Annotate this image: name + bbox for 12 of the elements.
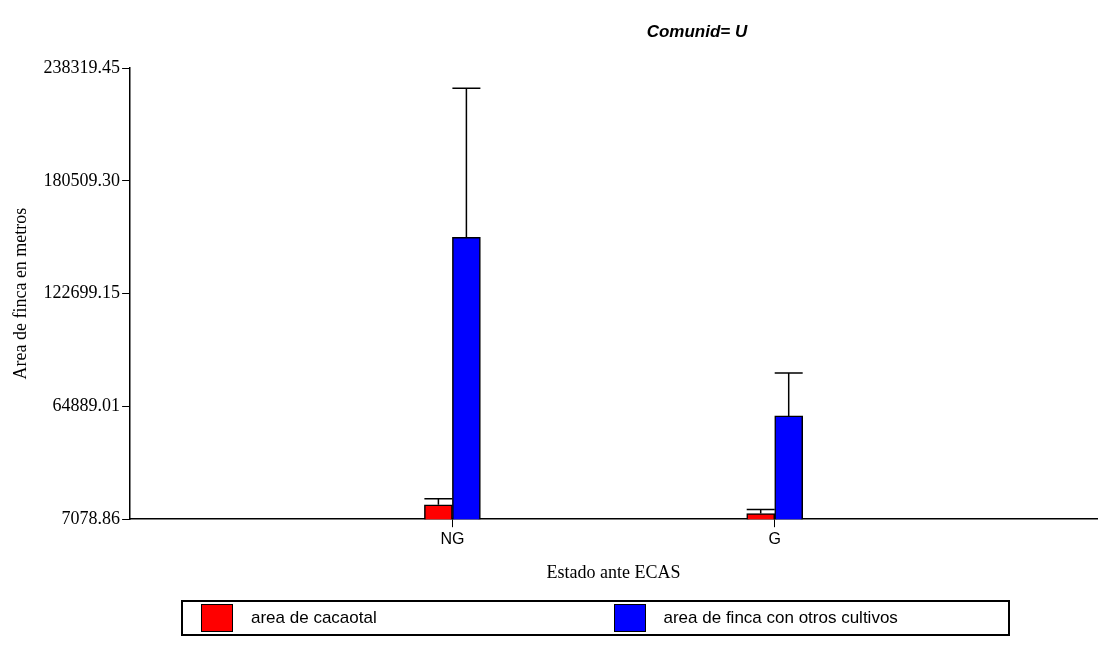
y-tick-label: 122699.15	[43, 282, 121, 303]
y-axis-title: Area de finca en metros	[9, 207, 30, 380]
chart-title: Comunid= U	[646, 22, 748, 42]
x-axis-title: Estado ante ECAS	[546, 561, 681, 582]
legend-label: area de cacaotal	[251, 608, 377, 628]
y-tick-label: 7078.86	[61, 507, 121, 528]
x-tick-label: G	[768, 530, 781, 548]
y-tick-label: 238319.45	[43, 56, 121, 77]
y-tick-label: 180509.30	[43, 169, 121, 190]
x-tick-label: NG	[440, 530, 465, 548]
legend-label: area de finca con otros cultivos	[663, 608, 898, 628]
y-tick-label: 64889.01	[52, 395, 121, 416]
